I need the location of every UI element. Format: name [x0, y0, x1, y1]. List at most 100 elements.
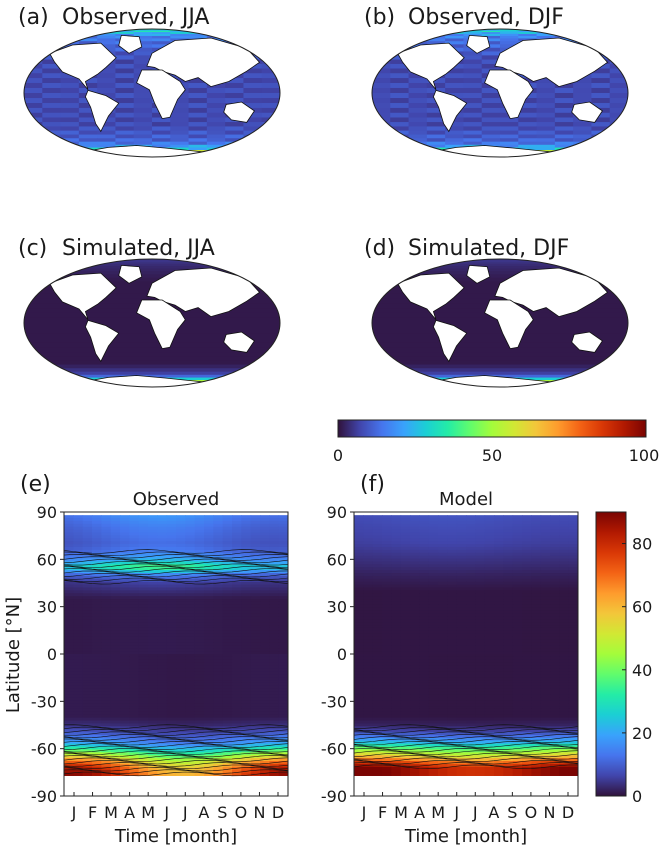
zonal-cell: [438, 573, 448, 577]
zonal-cell: [269, 772, 280, 776]
zonal-cell: [92, 714, 102, 719]
zonal-cell: [550, 613, 560, 617]
zonal-cell: [176, 541, 186, 545]
zonal-cell: [232, 607, 242, 612]
zonal-cell: [185, 590, 196, 594]
zonal-cell: [222, 682, 233, 687]
zonal-cell: [101, 645, 112, 649]
zonal-cell: [138, 596, 149, 600]
zonal-cell: [222, 599, 233, 603]
zonal-cell: [531, 604, 542, 609]
zonal-cell: [447, 604, 458, 609]
map-cell: [42, 82, 62, 89]
zonal-cell: [494, 674, 504, 678]
map-cell: [225, 87, 244, 94]
zonal-cell: [129, 697, 140, 701]
zonal-cell: [522, 541, 532, 545]
zonal-cell: [129, 654, 140, 658]
map-band: [24, 262, 280, 265]
zonal-cell: [447, 630, 458, 635]
zonal-cell: [522, 581, 532, 586]
map-cell: [481, 29, 501, 31]
zonal-cell: [447, 564, 458, 568]
zonal-cell: [194, 610, 205, 615]
zonal-cell: [148, 708, 158, 713]
zonal-cell: [372, 691, 383, 695]
map-cell: [609, 29, 628, 32]
zonal-cell: [363, 642, 374, 646]
zonal-cell: [120, 654, 130, 658]
map-cell: [243, 38, 263, 42]
zonal-cell: [410, 685, 420, 690]
zonal-cell: [194, 720, 205, 724]
zonal-cell: [176, 523, 186, 528]
zonal-cell: [503, 518, 514, 522]
zonal-cell: [503, 616, 514, 620]
zonal-cell: [148, 630, 158, 635]
map-cell: [133, 117, 153, 123]
zonal-cell: [391, 581, 402, 586]
zonal-cell: [222, 544, 233, 548]
map-cell: [518, 147, 538, 151]
zonal-cell: [447, 625, 458, 629]
zonal-cell: [512, 633, 523, 638]
zonal-cell: [129, 642, 140, 646]
map-cell: [426, 153, 446, 156]
zonal-cell: [194, 737, 205, 742]
zonal-cell: [568, 515, 579, 519]
panel-a-label: (a): [18, 5, 49, 30]
zonal-cell: [466, 520, 476, 525]
zonal-cell: [428, 674, 439, 678]
zonal-cell: [363, 607, 374, 612]
zonal-cell: [410, 523, 420, 528]
zonal-cell: [559, 627, 570, 632]
zonal-cell: [531, 630, 542, 635]
zonal-cell: [494, 604, 504, 609]
zonal-cell: [82, 578, 93, 583]
zonal-cell: [92, 694, 102, 698]
map-cell: [133, 134, 153, 139]
zonal-cell: [391, 558, 402, 562]
map-cell: [573, 152, 592, 155]
zonal-cell: [148, 729, 158, 733]
zonal-cell: [213, 633, 224, 638]
zonal-cell: [101, 769, 112, 774]
zonal-cell: [540, 645, 551, 649]
zonal-cell: [82, 729, 93, 733]
zonal-cell: [568, 654, 579, 658]
zonal-cell: [92, 567, 102, 571]
zonal-cell: [185, 720, 196, 724]
map-cell: [463, 32, 483, 35]
zonal-cell: [447, 610, 458, 615]
zonal-cell: [540, 564, 551, 568]
zonal-cell: [241, 674, 252, 678]
zonal-cell: [466, 680, 476, 684]
zonal-cell: [166, 769, 177, 774]
zonal-cell: [260, 755, 270, 759]
map-cell: [60, 153, 80, 156]
zonal-cell: [419, 677, 430, 681]
map-land-africa: [484, 69, 534, 120]
zonal-cell: [410, 680, 420, 684]
map-cell: [42, 141, 62, 146]
zonal-cell: [73, 561, 84, 565]
zonal-cell: [110, 561, 121, 565]
zonal-cell: [456, 654, 467, 658]
zonal-cell: [466, 662, 476, 667]
zonal-cell: [503, 601, 514, 606]
zonal-cell: [101, 680, 112, 684]
zonal-cell: [419, 636, 430, 641]
map-cell: [60, 138, 80, 143]
zonal-cell: [232, 659, 242, 664]
zonal-cell: [241, 607, 252, 612]
map-cell: [42, 150, 62, 153]
zonal-cell: [531, 535, 542, 539]
zonal-cell: [278, 627, 289, 632]
map-cell: [426, 103, 446, 109]
map-cell: [445, 156, 464, 157]
map-cell: [591, 126, 611, 132]
map-cell: [152, 35, 171, 39]
zonal-cell: [540, 515, 551, 519]
zonal-cell: [419, 518, 430, 522]
map-band: [24, 265, 280, 269]
